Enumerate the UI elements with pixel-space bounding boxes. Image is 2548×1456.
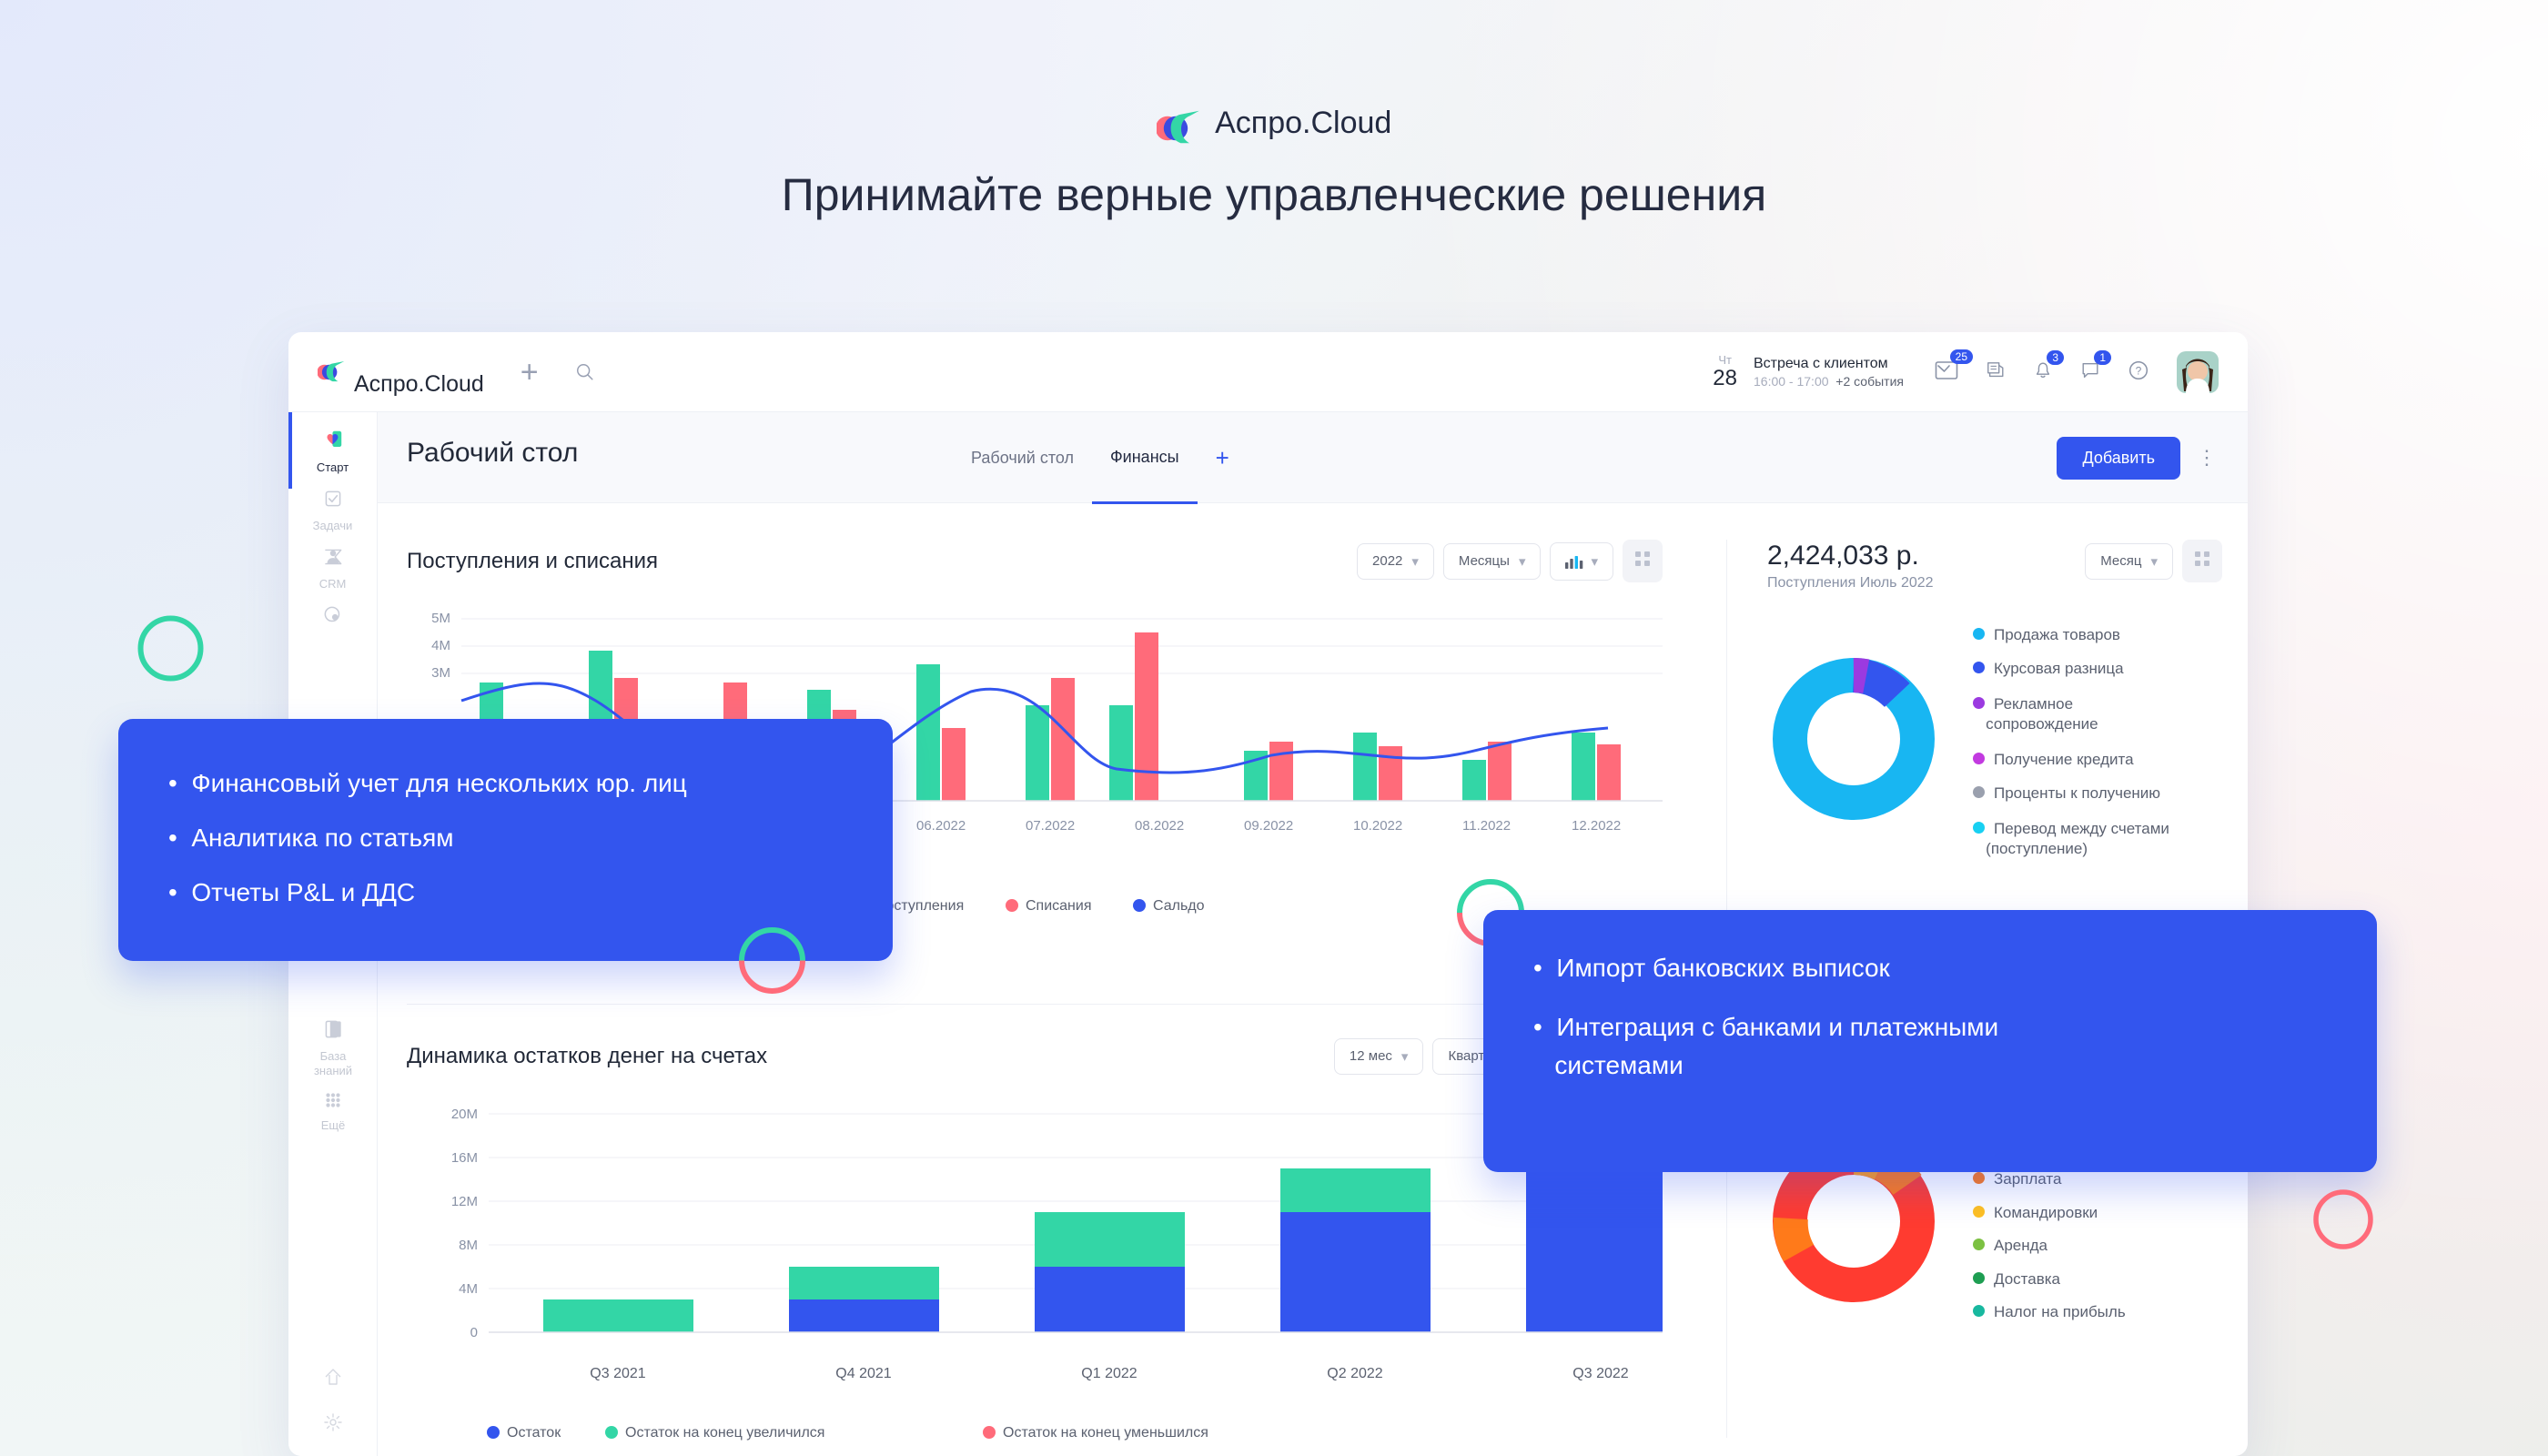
- svg-text:3M: 3M: [431, 665, 450, 681]
- svg-text:Остаток на конец уменьшился: Остаток на конец уменьшился: [1003, 1425, 1208, 1441]
- svg-text:5M: 5M: [431, 611, 450, 626]
- svg-text:20M: 20M: [451, 1107, 478, 1122]
- svg-text:4M: 4M: [459, 1281, 478, 1297]
- svg-text:08.2022: 08.2022: [1135, 818, 1184, 834]
- svg-text:8M: 8M: [459, 1238, 478, 1253]
- svg-text:Q4 2021: Q4 2021: [835, 1366, 891, 1381]
- svg-text:12M: 12M: [451, 1194, 478, 1209]
- svg-text:09.2022: 09.2022: [1244, 818, 1293, 834]
- svg-text:Q3 2022: Q3 2022: [1572, 1366, 1628, 1381]
- svg-text:Q3 2021: Q3 2021: [590, 1366, 645, 1381]
- svg-text:16M: 16M: [451, 1150, 478, 1166]
- svg-text:4M: 4M: [431, 638, 450, 653]
- svg-text:07.2022: 07.2022: [1026, 818, 1075, 834]
- svg-text:0: 0: [470, 1325, 478, 1340]
- svg-text:?: ?: [2136, 364, 2142, 377]
- svg-text:Сальдо: Сальдо: [1153, 898, 1205, 914]
- svg-text:Q2 2022: Q2 2022: [1327, 1366, 1382, 1381]
- svg-text:11.2022: 11.2022: [1462, 818, 1511, 834]
- svg-text:06.2022: 06.2022: [916, 818, 966, 834]
- svg-text:Остаток на конец увеличился: Остаток на конец увеличился: [625, 1425, 824, 1441]
- svg-text:Списания: Списания: [1026, 898, 1092, 914]
- svg-text:10.2022: 10.2022: [1353, 818, 1402, 834]
- svg-text:Остаток: Остаток: [507, 1425, 561, 1441]
- svg-text:12.2022: 12.2022: [1572, 818, 1621, 834]
- svg-text:Q1 2022: Q1 2022: [1081, 1366, 1137, 1381]
